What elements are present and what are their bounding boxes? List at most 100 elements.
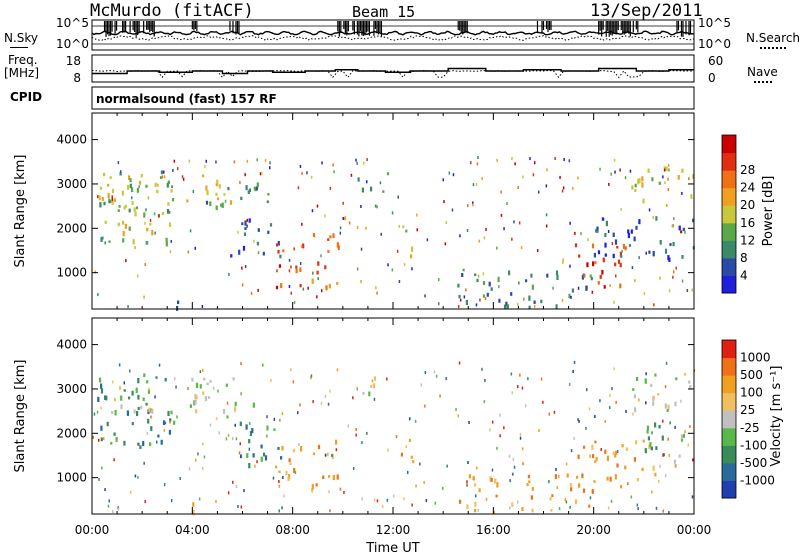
echo-cell	[625, 410, 627, 413]
echo-cell	[244, 265, 247, 268]
echo-cell	[266, 200, 269, 204]
echo-cell	[122, 230, 125, 237]
echo-cell	[593, 252, 596, 258]
echo-cell	[124, 204, 127, 208]
echo-cell	[607, 230, 610, 233]
echo-cell	[445, 221, 447, 225]
echo-cell	[122, 220, 125, 225]
echo-cell	[118, 205, 121, 208]
echo-cell	[467, 461, 469, 464]
echo-cell	[591, 290, 594, 294]
echo-cell	[356, 386, 358, 390]
echo-cell	[411, 503, 413, 507]
echo-cell	[533, 304, 536, 308]
echo-cell	[243, 489, 245, 493]
echo-cell	[457, 305, 460, 308]
echo-cell	[624, 176, 627, 180]
echo-cell	[238, 451, 241, 455]
echo-cell	[606, 476, 609, 481]
echo-cell	[673, 459, 676, 464]
colorbar-tick-label: 25	[740, 403, 755, 417]
echo-cell	[136, 411, 139, 417]
echo-cell	[269, 166, 271, 170]
echo-cell	[585, 426, 587, 430]
echo-cell	[673, 217, 675, 221]
echo-cell	[163, 421, 167, 425]
echo-cell	[633, 457, 636, 462]
echo-cell	[336, 474, 339, 480]
echo-cell	[477, 508, 480, 512]
echo-cell	[151, 230, 154, 236]
echo-cell	[170, 239, 172, 243]
echo-cell	[311, 209, 314, 213]
echo-cell	[630, 229, 633, 234]
echo-cell	[667, 163, 670, 167]
echo-cell	[312, 271, 314, 275]
echo-cell	[513, 465, 516, 469]
echo-cell	[654, 472, 657, 477]
echo-cell	[380, 232, 382, 236]
echo-cell	[671, 224, 674, 228]
echo-cell	[348, 221, 351, 225]
echo-cell	[491, 420, 494, 424]
echo-cell	[249, 421, 251, 425]
echo-cell	[647, 168, 650, 173]
echo-cell	[482, 272, 485, 276]
echo-cell	[435, 374, 438, 378]
echo-cell	[332, 163, 334, 167]
echo-cell	[335, 439, 338, 445]
echo-cell	[137, 407, 140, 411]
echo-cell	[668, 168, 670, 172]
echo-cell	[144, 500, 146, 504]
echo-cell	[92, 435, 94, 439]
echo-cell	[645, 372, 647, 376]
echo-cell	[689, 385, 692, 390]
echo-cell	[191, 377, 194, 382]
echo-cell	[100, 388, 104, 394]
echo-cell	[129, 490, 132, 494]
echo-cell	[133, 409, 136, 414]
echo-cell	[257, 288, 259, 292]
colorbar-segment	[722, 340, 736, 359]
echo-cell	[677, 175, 680, 180]
echo-cell	[540, 377, 543, 381]
echo-cell	[379, 181, 382, 185]
echo-cell	[631, 185, 634, 190]
echo-cell	[692, 218, 695, 223]
echo-cell	[282, 249, 285, 253]
echo-cell	[145, 402, 148, 406]
echo-cell	[327, 250, 330, 253]
echo-cell	[135, 206, 139, 210]
echo-cell	[167, 410, 170, 417]
echo-cell	[316, 270, 319, 275]
echo-cell	[103, 201, 106, 206]
echo-cell	[370, 186, 373, 192]
echo-cell	[574, 231, 576, 235]
echo-cell	[100, 406, 102, 410]
echo-cell	[350, 173, 353, 177]
echo-cell	[276, 269, 278, 273]
echo-cell	[680, 230, 682, 234]
echo-cell	[634, 407, 637, 413]
echo-cell	[324, 214, 326, 218]
echo-cell	[568, 159, 571, 163]
echo-cell	[248, 463, 251, 469]
echo-cell	[681, 191, 683, 195]
echo-cell	[337, 245, 340, 251]
echo-cell	[332, 475, 335, 481]
echo-cell	[360, 247, 363, 251]
echo-cell	[256, 182, 259, 188]
echo-cell	[202, 174, 205, 178]
echo-cell	[415, 484, 417, 488]
echo-cell	[608, 182, 610, 186]
echo-cell	[235, 485, 238, 488]
echo-cell	[160, 439, 163, 445]
time-tick-label: 16:00	[476, 523, 511, 537]
echo-cell	[594, 261, 597, 265]
echo-cell	[331, 453, 333, 457]
echo-cell	[119, 386, 122, 390]
echo-cell	[163, 175, 166, 179]
echo-cell	[665, 361, 668, 365]
echo-cell	[283, 494, 285, 498]
echo-cell	[243, 232, 247, 236]
